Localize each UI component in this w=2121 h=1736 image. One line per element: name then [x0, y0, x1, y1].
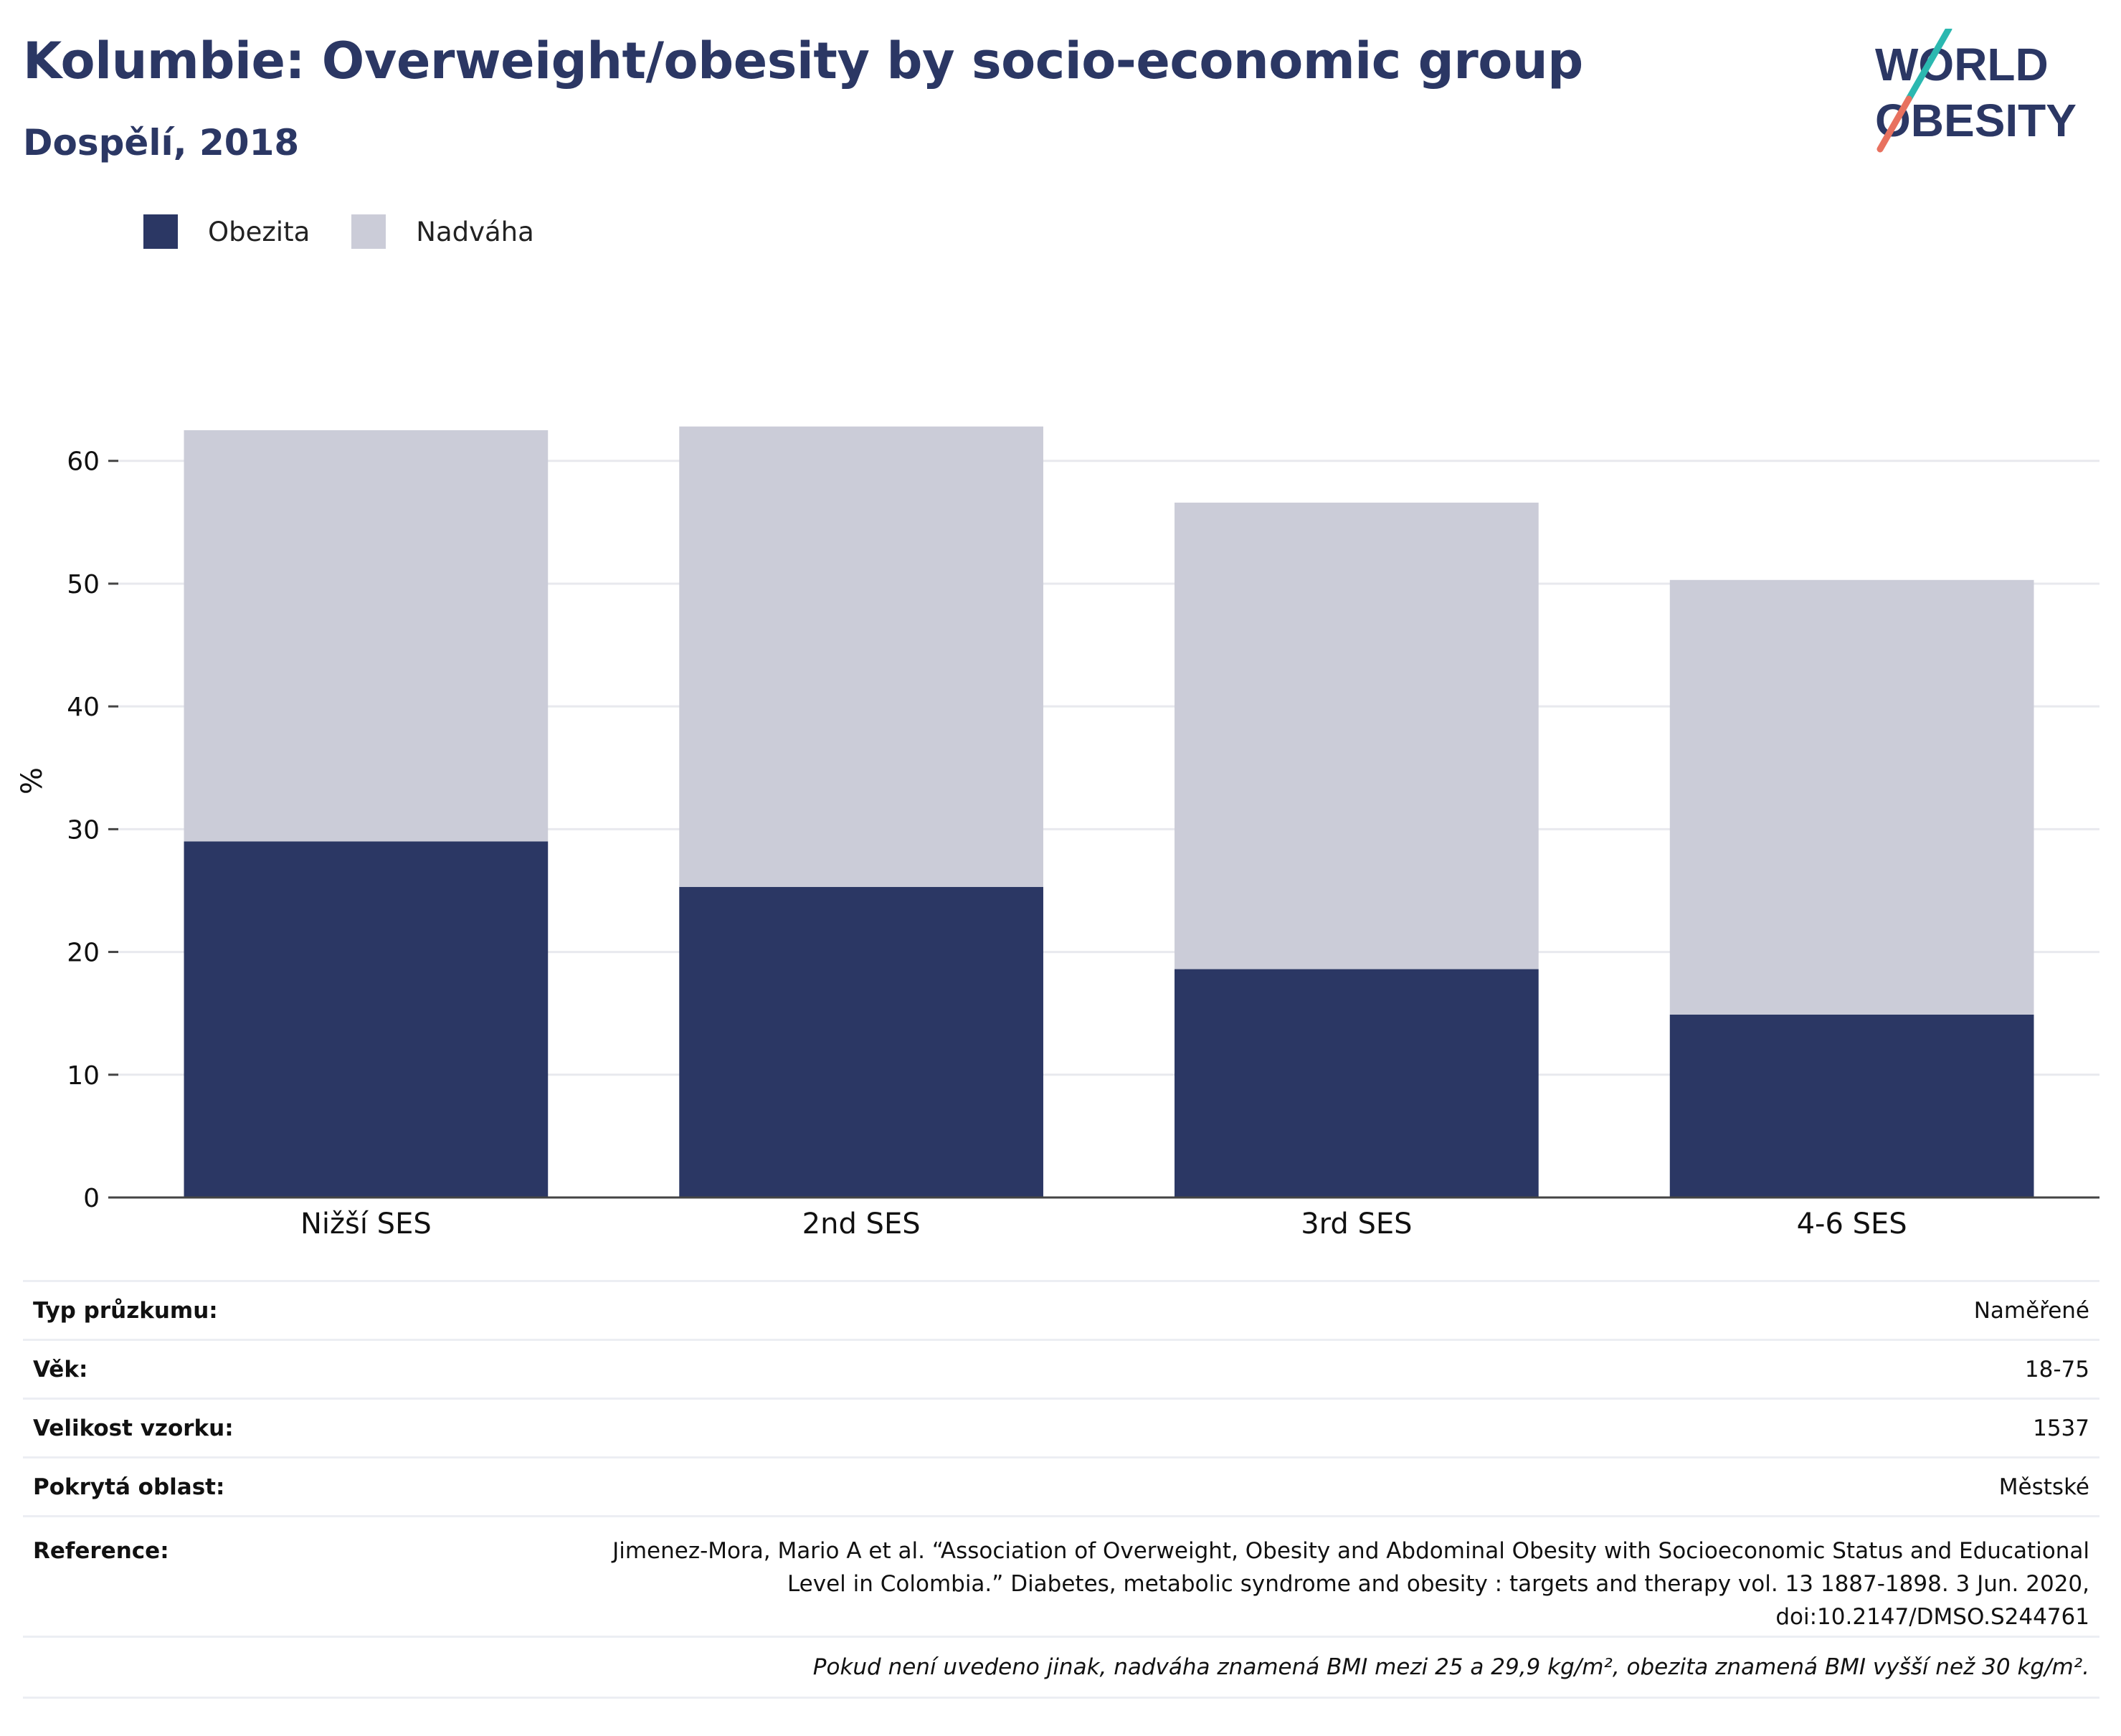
legend-item-nadvaha: Nadváha — [351, 214, 534, 249]
x-tick-label: 4-6 SES — [1797, 1208, 1907, 1241]
bar-nadvaha-2 — [679, 426, 1043, 887]
y-tick-label: 40 — [67, 693, 100, 722]
legend-swatch-obezita — [143, 214, 178, 249]
world-obesity-logo: WORLD OBESITY — [1875, 29, 2077, 153]
definition-note-row: Pokud není uvedeno jinak, nadváha znamen… — [23, 1636, 2099, 1699]
bar-nadvaha-4 — [1669, 579, 2034, 1015]
y-tick-label: 20 — [67, 939, 100, 968]
legend-swatch-nadvaha — [351, 214, 386, 249]
info-value: 18-75 — [2024, 1356, 2089, 1382]
info-label: Velikost vzorku: — [33, 1415, 234, 1441]
y-tick-label: 30 — [67, 815, 100, 845]
y-tick-label: 10 — [67, 1061, 100, 1091]
info-row-area: Pokrytá oblast: Městské — [23, 1456, 2099, 1515]
bar-obezita-2 — [679, 886, 1043, 1197]
bars — [184, 426, 2034, 1197]
bar-obezita-3 — [1175, 969, 1539, 1197]
chart-subtitle: Dospělí, 2018 — [23, 122, 300, 163]
info-label: Pokrytá oblast: — [33, 1474, 225, 1500]
legend-label-nadvaha: Nadváha — [416, 216, 534, 247]
bar-obezita-1 — [184, 841, 549, 1197]
bar-nadvaha-1 — [184, 430, 549, 842]
definition-note: Pokud není uvedeno jinak, nadváha znamen… — [812, 1654, 2089, 1680]
legend-label-obezita: Obezita — [208, 216, 310, 247]
bar-obezita-4 — [1669, 1014, 2034, 1197]
reference-citation: Jimenez-Mora, Mario A et al. “Associatio… — [612, 1538, 2089, 1630]
logo-slash-coral — [1876, 95, 1912, 153]
y-axis-label: % — [16, 767, 49, 795]
y-tick-label: 60 — [67, 447, 100, 477]
info-row-age: Věk: 18-75 — [23, 1339, 2099, 1398]
x-tick-label: 2nd SES — [802, 1208, 921, 1241]
bar-nadvaha-3 — [1175, 502, 1539, 969]
x-tick-label: 3rd SES — [1301, 1208, 1412, 1241]
survey-info-table: Typ průzkumu: Naměřené Věk: 18-75 Veliko… — [23, 1280, 2099, 1699]
info-row-survey-type: Typ průzkumu: Naměřené — [23, 1280, 2099, 1339]
info-value: Naměřené — [1973, 1297, 2089, 1324]
y-tick-label: 50 — [67, 570, 100, 599]
info-value: 1537 — [2033, 1415, 2089, 1441]
chart-legend: Obezita Nadváha — [143, 213, 576, 250]
legend-item-obezita: Obezita — [143, 214, 310, 249]
logo-text-world: WORLD — [1875, 39, 2049, 90]
info-label: Typ průzkumu: — [33, 1297, 218, 1324]
info-value: Městské — [1998, 1474, 2089, 1500]
bar-chart: 0 10 20 30 40 50 60 Nižší SES 2nd SES 3rd SES 4-6 … — [16, 426, 2099, 1241]
axes: 0 10 20 30 40 50 60 Nižší SES 2nd SES 3rd SES 4-6 … — [67, 447, 2099, 1241]
x-tick-label: Nižší SES — [300, 1208, 432, 1241]
y-tick-label: 0 — [83, 1184, 100, 1213]
info-label: Reference: — [33, 1538, 169, 1564]
info-label: Věk: — [33, 1356, 88, 1382]
info-row-reference: Reference: Jimenez-Mora, Mario A et al. … — [23, 1515, 2099, 1636]
chart-title: Kolumbie: Overweight/obesity by socio-ec… — [23, 32, 1583, 90]
info-row-sample-size: Velikost vzorku: 1537 — [23, 1398, 2099, 1456]
logo-slash-teal — [1905, 29, 1952, 103]
